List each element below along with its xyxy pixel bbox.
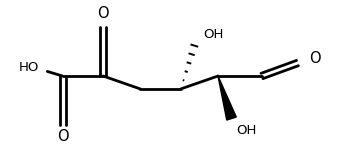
Text: O: O	[309, 51, 321, 66]
Text: HO: HO	[19, 61, 39, 74]
Text: O: O	[57, 129, 68, 144]
Text: O: O	[97, 6, 109, 21]
Polygon shape	[218, 76, 236, 120]
Text: OH: OH	[203, 28, 223, 41]
Text: OH: OH	[237, 124, 257, 137]
